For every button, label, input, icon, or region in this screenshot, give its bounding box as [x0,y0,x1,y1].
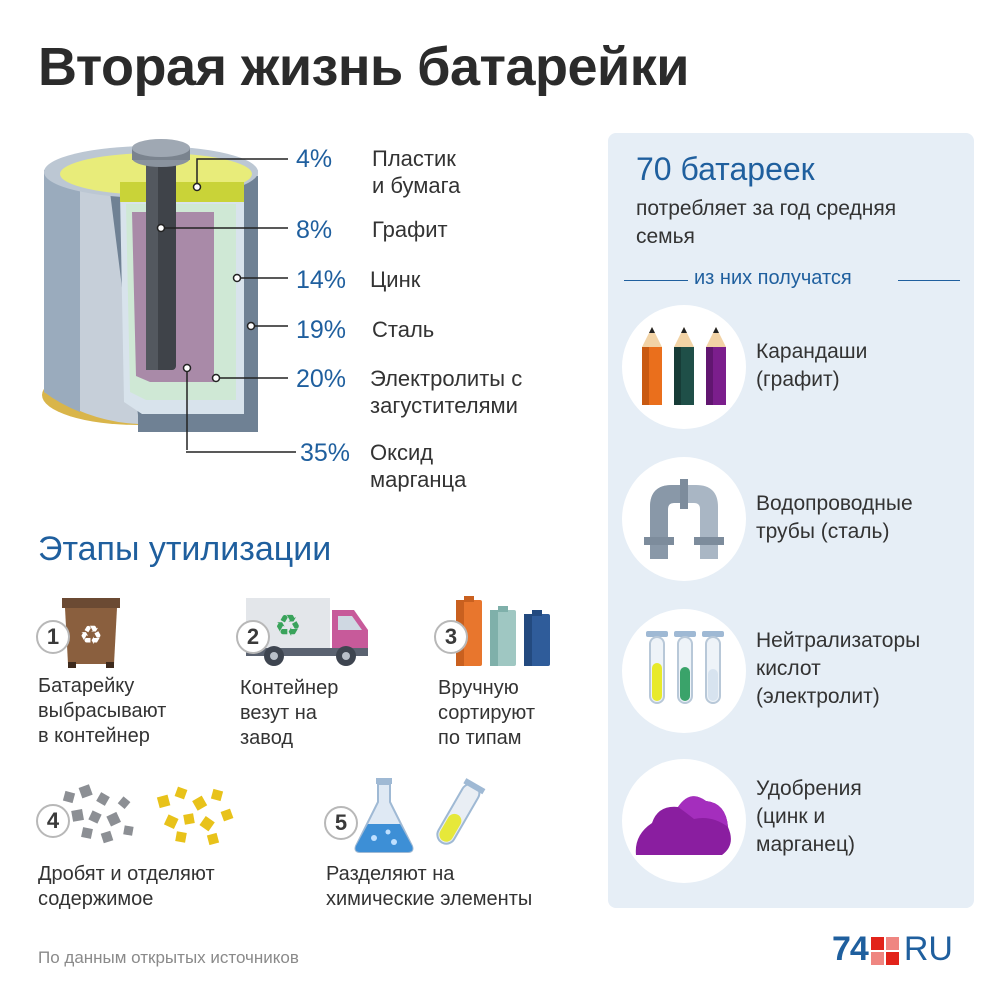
stage-number: 2 [236,620,270,654]
composition-percent: 20% [296,365,347,393]
callout-line-manganese [186,451,296,453]
divider-line-left [624,280,688,281]
composition-percent: 19% [296,316,347,344]
composition-row-electrolyte: 20% Электролиты с загустителями [296,365,522,419]
composition-label: Сталь [372,317,435,342]
svg-text:♻: ♻ [275,609,302,644]
composition-label: Цинк [370,267,421,292]
product-text: Карандаши (графит) [756,340,868,391]
divider-line-right [898,280,960,281]
fertilizer-icon [635,796,731,855]
crushed-pieces-icon [62,784,234,846]
batteries-icon [456,596,550,666]
divider-label: из них получатся [694,267,852,289]
composition-label: Пластик и бумага [372,146,461,198]
product-circle [622,305,746,429]
product-circle [622,457,746,581]
stage-number: 4 [36,804,70,838]
stage-number: 5 [324,806,358,840]
stages-title: Этапы утилизации [38,530,332,568]
panel-subtitle: потребляет за год средняя семья [636,197,897,248]
logo-squares-icon [870,936,899,965]
composition-percent: 8% [296,216,333,244]
composition-label: Графит [372,217,448,242]
site-logo[interactable]: 74 RU [832,930,953,969]
recycle-bin-icon: ♻ [62,598,120,668]
logo-suffix: RU [903,930,953,968]
composition-row-zinc: 14% Цинк [296,266,420,294]
composition-label: Оксид марганца [370,440,467,492]
page-title: Вторая жизнь батарейки [38,37,689,97]
source-note: По данным открытых источников [38,948,299,967]
recycle-truck-icon: ♻ [246,598,368,666]
test-tubes-icon [646,631,724,704]
composition-row-graphite: 8% Графит [296,216,448,244]
stage-text: Батарейку выбрасывают в контейнер [38,675,167,747]
product-text: Водопроводные трубы (сталь) [756,492,913,543]
composition-row-plastic: 4% Пластик и бумага [296,145,460,199]
panel-headline: 70 батареек [636,151,815,187]
stage-text: Вручную сортируют по типам [438,677,535,749]
composition-row-manganese: 35% Оксид марганца [296,439,466,493]
products-panel: 70 батареек потребляет за год средняя се… [608,133,974,908]
stage-5: 5 Разделяют на химические элементы [324,776,594,916]
stage-3: 3 Вручную сортируют по типам [434,596,604,756]
stage-number: 3 [434,620,468,654]
flask-icon [354,778,486,853]
product-circle [622,759,746,883]
logo-number: 74 [832,930,869,968]
composition-percent: 14% [296,266,347,294]
stage-number: 1 [36,620,70,654]
stage-text: Дробят и отделяют содержимое [38,863,215,910]
product-circle [622,609,746,733]
stage-text: Разделяют на химические элементы [326,863,533,910]
product-text: Нейтрализаторы кислот (электролит) [756,629,921,708]
stage-1: ♻ 1 Батарейку выбрасывают в контейнер [36,596,226,756]
product-text: Удобрения (цинк и марганец) [756,777,862,856]
svg-text:♻: ♻ [79,621,102,651]
stage-2: ♻ 2 Контейнер везут на завод [236,596,426,756]
battery-cutaway-icon [42,139,288,450]
stage-text: Контейнер везут на завод [240,677,339,749]
pipe-icon [644,479,724,559]
composition-label: Электролиты с загустителями [370,366,523,418]
pencils-icon [642,327,726,405]
composition-row-steel: 19% Сталь [296,316,434,344]
composition-percent: 35% [300,439,351,467]
stage-4: 4 Дробят и отделяют содержимое [36,782,296,912]
composition-percent: 4% [296,145,333,173]
